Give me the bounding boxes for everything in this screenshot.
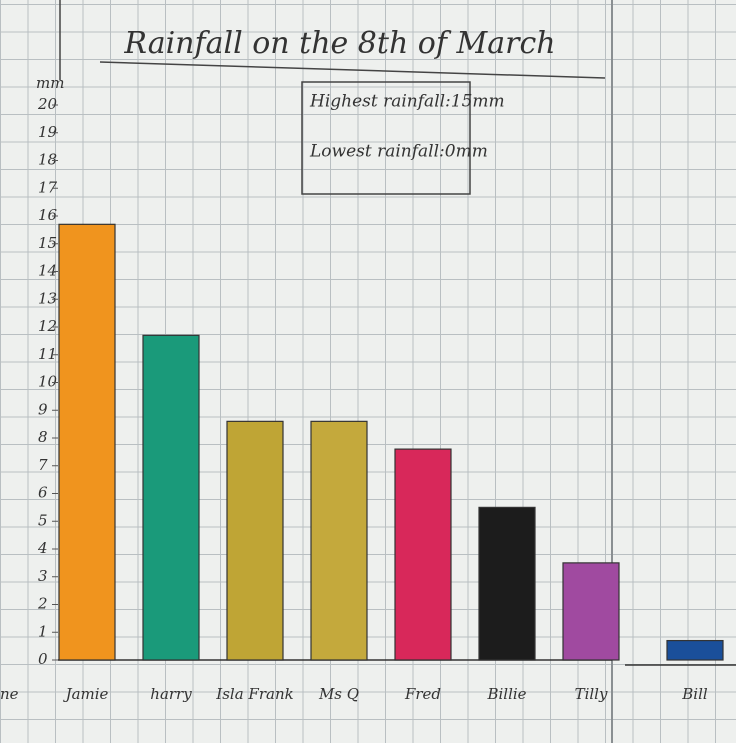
y-tick-label: 12 <box>38 317 57 335</box>
y-tick-label: 3 <box>38 567 48 585</box>
x-tick-label: Fred <box>404 685 441 703</box>
y-tick-label: 0 <box>38 650 48 668</box>
y-tick-label: 1 <box>38 622 48 640</box>
annotation: Highest rainfall:15mm <box>309 92 505 112</box>
y-tick-label: 2 <box>37 595 48 613</box>
bar <box>478 506 536 661</box>
chart-title: Rainfall on the 8th of March <box>123 26 555 61</box>
x-tick-label: Billie <box>486 685 526 703</box>
x-tick-label: Tilly <box>575 685 608 703</box>
annotation: Lowest rainfall:0mm <box>309 142 488 162</box>
y-tick-label: 15 <box>38 234 57 252</box>
y-tick-label: 17 <box>38 178 58 196</box>
annotation-box <box>301 81 471 195</box>
bar <box>562 562 620 661</box>
y-tick-label: 13 <box>38 289 57 307</box>
bar <box>394 448 452 661</box>
title-underline <box>99 61 606 79</box>
bar <box>226 420 284 661</box>
y-tick-label: 19 <box>38 123 58 141</box>
y-tick-label: 4 <box>37 539 48 557</box>
y-tick-label: 6 <box>38 484 48 502</box>
y-axis-label: mm <box>36 74 64 92</box>
x-tick-label: Bill <box>681 685 708 703</box>
x-tick-label: Jamie <box>63 685 109 703</box>
y-tick-label: 5 <box>38 511 48 529</box>
x-tick-label: Ms Q <box>318 685 359 703</box>
y-tick-label: 18 <box>38 151 57 169</box>
y-tick-label: 14 <box>38 262 57 280</box>
y-tick-label: 10 <box>38 373 58 391</box>
x-tick-label: Isla Frank <box>215 685 293 703</box>
y-tick-label: 8 <box>38 428 48 446</box>
bar <box>666 639 724 661</box>
y-tick-label: 16 <box>38 206 58 224</box>
x-axis-label: ne <box>0 685 19 703</box>
bar <box>142 334 200 661</box>
x-tick-label: harry <box>150 685 192 703</box>
y-tick-label: 9 <box>38 400 48 418</box>
y-tick-label: 11 <box>38 345 57 363</box>
y-tick-label: 7 <box>38 456 48 474</box>
y-tick-label: 20 <box>37 95 58 113</box>
bar <box>58 223 116 661</box>
bar <box>310 420 368 661</box>
